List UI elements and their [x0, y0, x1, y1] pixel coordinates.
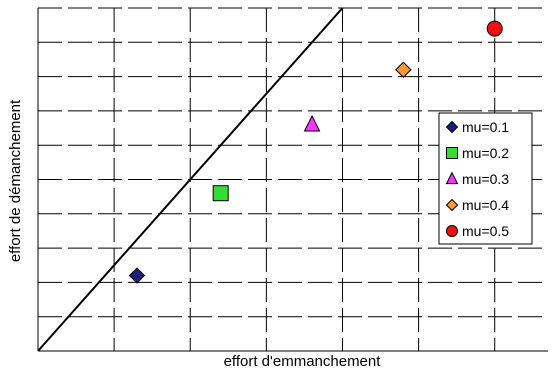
- legend-label-5: mu=0.5: [462, 223, 509, 239]
- legend-marker-3: [445, 171, 459, 185]
- reference-line: [37, 7, 344, 352]
- data-point-1: [128, 267, 146, 284]
- gridlines: [38, 7, 548, 351]
- axes: [37, 8, 548, 352]
- legend: mu=0.1 mu=0.2 mu=0.3 mu=0.4 mu=0.5: [438, 112, 533, 245]
- legend-label-2: mu=0.2: [462, 145, 509, 161]
- data-point-3: [303, 114, 321, 132]
- legend-label-3: mu=0.3: [462, 171, 509, 187]
- legend-marker-2: [446, 147, 458, 159]
- data-point-2: [212, 185, 229, 202]
- legend-label-1: mu=0.1: [462, 119, 509, 135]
- data-points: [128, 20, 503, 284]
- legend-marker-1: [445, 120, 459, 134]
- legend-marker-5: [446, 225, 458, 237]
- y-axis-title: effort de démanchement: [7, 99, 24, 262]
- data-point-4: [395, 61, 412, 78]
- legend-marker-4: [445, 198, 459, 212]
- legend-label-4: mu=0.4: [462, 197, 509, 213]
- data-point-5: [486, 20, 503, 37]
- x-axis-title: effort d'emmanchement: [224, 353, 382, 370]
